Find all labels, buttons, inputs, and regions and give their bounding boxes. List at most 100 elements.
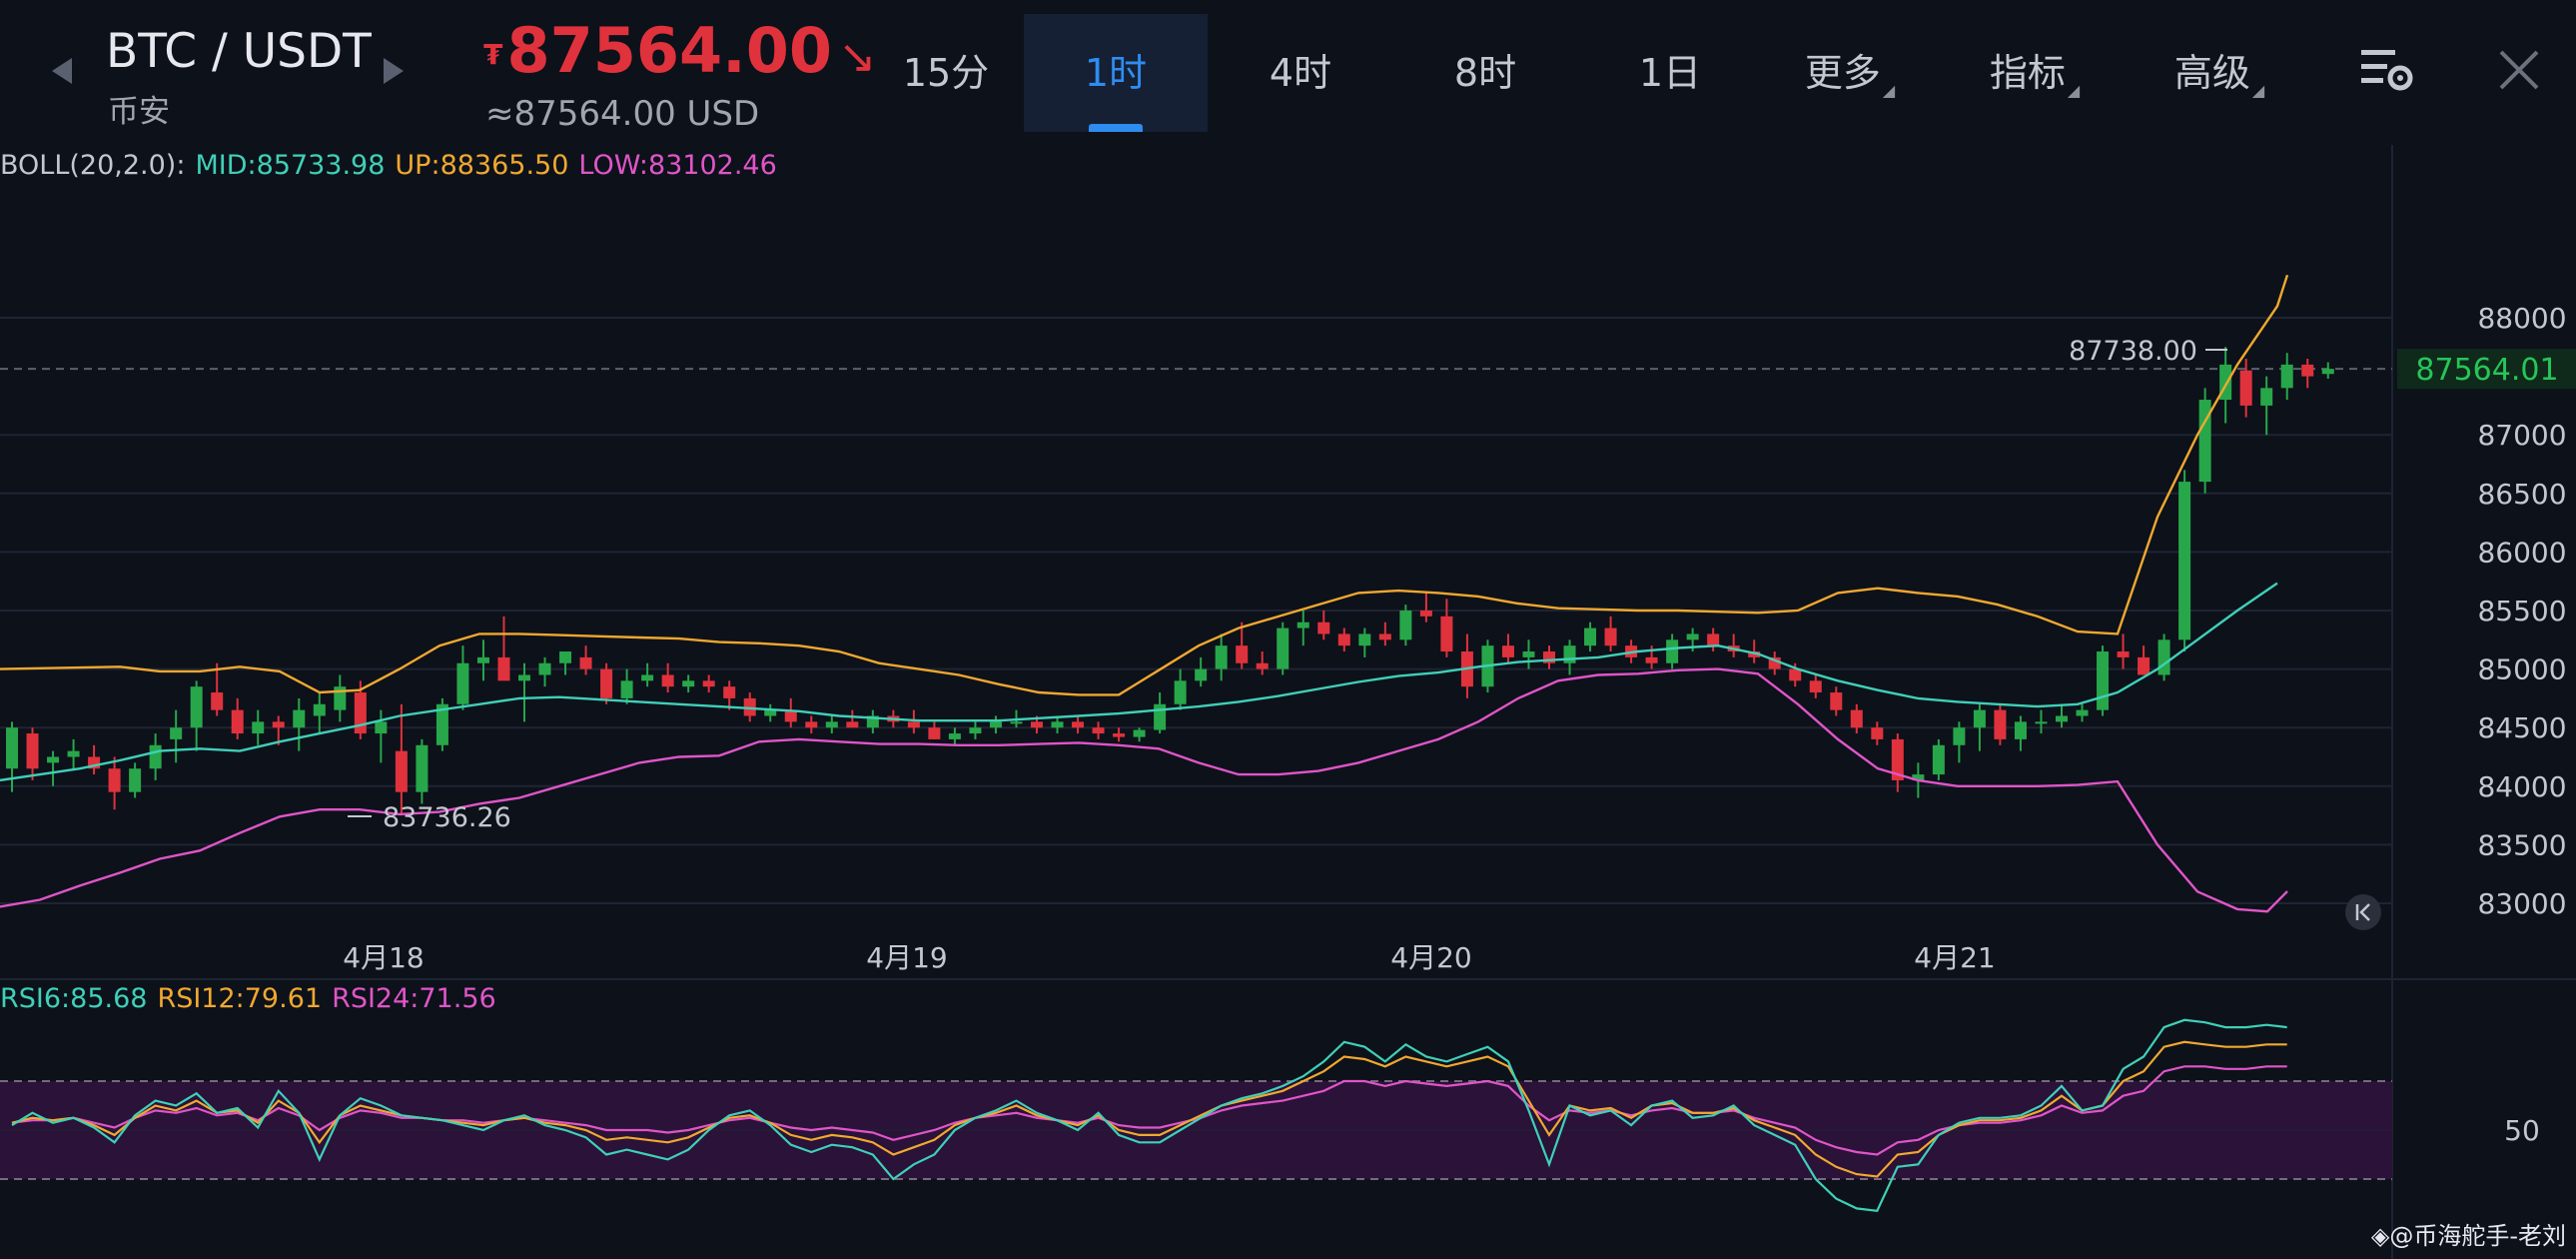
candle-body <box>1317 622 1330 634</box>
pair-title[interactable]: BTC / USDT <box>106 24 372 79</box>
candle-body <box>67 750 80 757</box>
scroll-latest-button[interactable] <box>2345 894 2381 930</box>
rsi24-line <box>11 1065 2287 1156</box>
exchange-name: 币安 <box>108 94 170 130</box>
candle-body <box>313 703 326 716</box>
candle-body <box>1378 633 1391 640</box>
candle-body <box>211 692 224 710</box>
tab-interval-5[interactable]: 更多 ◢ <box>1758 14 1942 132</box>
tab-label: 指标 <box>1989 51 2066 95</box>
close-icon[interactable] <box>2497 48 2547 98</box>
candle-body <box>825 721 838 728</box>
candle-body <box>2178 482 2191 640</box>
dropdown-caret-icon: ◢ <box>2067 81 2081 100</box>
candle-body <box>129 768 142 792</box>
time-axis-label: 4月19 <box>866 941 947 974</box>
dropdown-caret-icon: ◢ <box>2251 81 2265 100</box>
candle-body <box>2035 721 2048 724</box>
boll-legend[interactable]: BOLL(20,2.0): MID:85733.98 UP:88365.50 LOW:… <box>0 150 787 181</box>
candle-body <box>2239 370 2252 406</box>
tab-label: 1日 <box>1638 51 1702 95</box>
boll-low-value: LOW:83102.46 <box>578 150 777 181</box>
candle-body <box>293 709 306 728</box>
candle-body <box>1358 633 1371 646</box>
candle-body <box>354 692 367 734</box>
time-axis-label: 4月21 <box>1914 941 1995 974</box>
candle-body <box>88 756 101 769</box>
rsi-tick-label: 50 <box>2504 1114 2540 1147</box>
candle-body <box>435 703 448 745</box>
candle-body <box>1973 709 1986 728</box>
candle-body <box>416 744 429 792</box>
rsi-legend[interactable]: RSI6:85.68 RSI12:79.61 RSI24:71.56 <box>0 983 506 1014</box>
candle-body <box>1830 692 1843 710</box>
price-tick-label: 85000 <box>2477 653 2566 686</box>
candle-body <box>2117 651 2130 657</box>
candle-body <box>641 674 654 681</box>
rsi24-value: RSI24:71.56 <box>332 983 496 1014</box>
tab-interval-1[interactable]: 1时 <box>1024 14 1208 132</box>
currency-icon: ₮ <box>483 38 503 72</box>
candle-body <box>1419 611 1432 617</box>
boll-upper-line <box>0 274 2289 696</box>
tab-interval-4[interactable]: 1日 <box>1578 14 1762 132</box>
last-price-value: 87564.00 <box>506 14 833 87</box>
candle-body <box>1953 727 1966 745</box>
candle-body <box>1789 668 1802 681</box>
boll-lower-line <box>0 667 2288 913</box>
header-bar: BTC / USDT 币安 ₮87564.00 ↘ ≈87564.00 USD 1… <box>0 0 2576 145</box>
last-price: ₮87564.00 ↘ <box>483 14 877 87</box>
candle-body <box>395 750 408 792</box>
next-pair-arrow-icon[interactable] <box>384 58 404 84</box>
candle-body <box>579 656 592 669</box>
boll-label: BOLL(20,2.0): <box>0 150 186 181</box>
candle-body <box>149 744 162 769</box>
candle-body <box>476 656 489 663</box>
candle-body <box>989 721 1002 728</box>
tab-label: 8时 <box>1453 51 1517 95</box>
candle-body <box>784 709 797 722</box>
price-tick-label: 86000 <box>2477 536 2566 569</box>
tab-interval-2[interactable]: 4时 <box>1209 14 1392 132</box>
candle-body <box>6 727 18 769</box>
chart-settings-icon[interactable] <box>2359 46 2419 96</box>
candle-body <box>1666 639 1679 663</box>
rsi6-line <box>11 1018 2287 1212</box>
candle-body <box>2138 656 2150 675</box>
candle-body <box>2260 388 2273 406</box>
price-tick-label: 88000 <box>2477 302 2566 335</box>
candle-body <box>1256 662 1269 669</box>
time-axis-label: 4月18 <box>343 941 424 974</box>
candle-body <box>1563 645 1576 663</box>
candle-body <box>2280 364 2293 389</box>
price-tick-label: 84000 <box>2477 770 2566 803</box>
candle-body <box>559 651 572 663</box>
tab-label: 高级 <box>2173 51 2250 95</box>
candle-body <box>108 768 121 792</box>
time-axis-label: 4月20 <box>1390 941 1471 974</box>
candle-body <box>1133 729 1146 737</box>
current-price-label: 87564.01 <box>2415 353 2558 388</box>
candle-body <box>2157 639 2170 675</box>
candle-body <box>47 756 60 763</box>
candle-body <box>1296 622 1309 629</box>
candle-body <box>1051 721 1064 728</box>
tab-interval-6[interactable]: 指标 ◢ <box>1943 14 2127 132</box>
candle-body <box>518 674 530 681</box>
candle-body <box>456 662 469 704</box>
candle-body <box>1686 633 1699 640</box>
tab-interval-7[interactable]: 高级 ◢ <box>2128 14 2311 132</box>
tab-interval-3[interactable]: 8时 <box>1393 14 1577 132</box>
tab-interval-0[interactable]: 15分 <box>854 14 1038 132</box>
candle-body <box>682 680 695 687</box>
high-price-annotation: 87738.00 <box>2069 336 2197 367</box>
prev-pair-arrow-icon[interactable] <box>52 58 72 84</box>
candle-body <box>1912 774 1925 780</box>
tab-label: 15分 <box>902 51 990 95</box>
candle-body <box>1543 651 1555 663</box>
candle-body <box>1501 645 1514 657</box>
scroll-latest-icon <box>2355 903 2370 921</box>
candle-body <box>1748 651 1761 657</box>
candle-body <box>723 686 736 698</box>
